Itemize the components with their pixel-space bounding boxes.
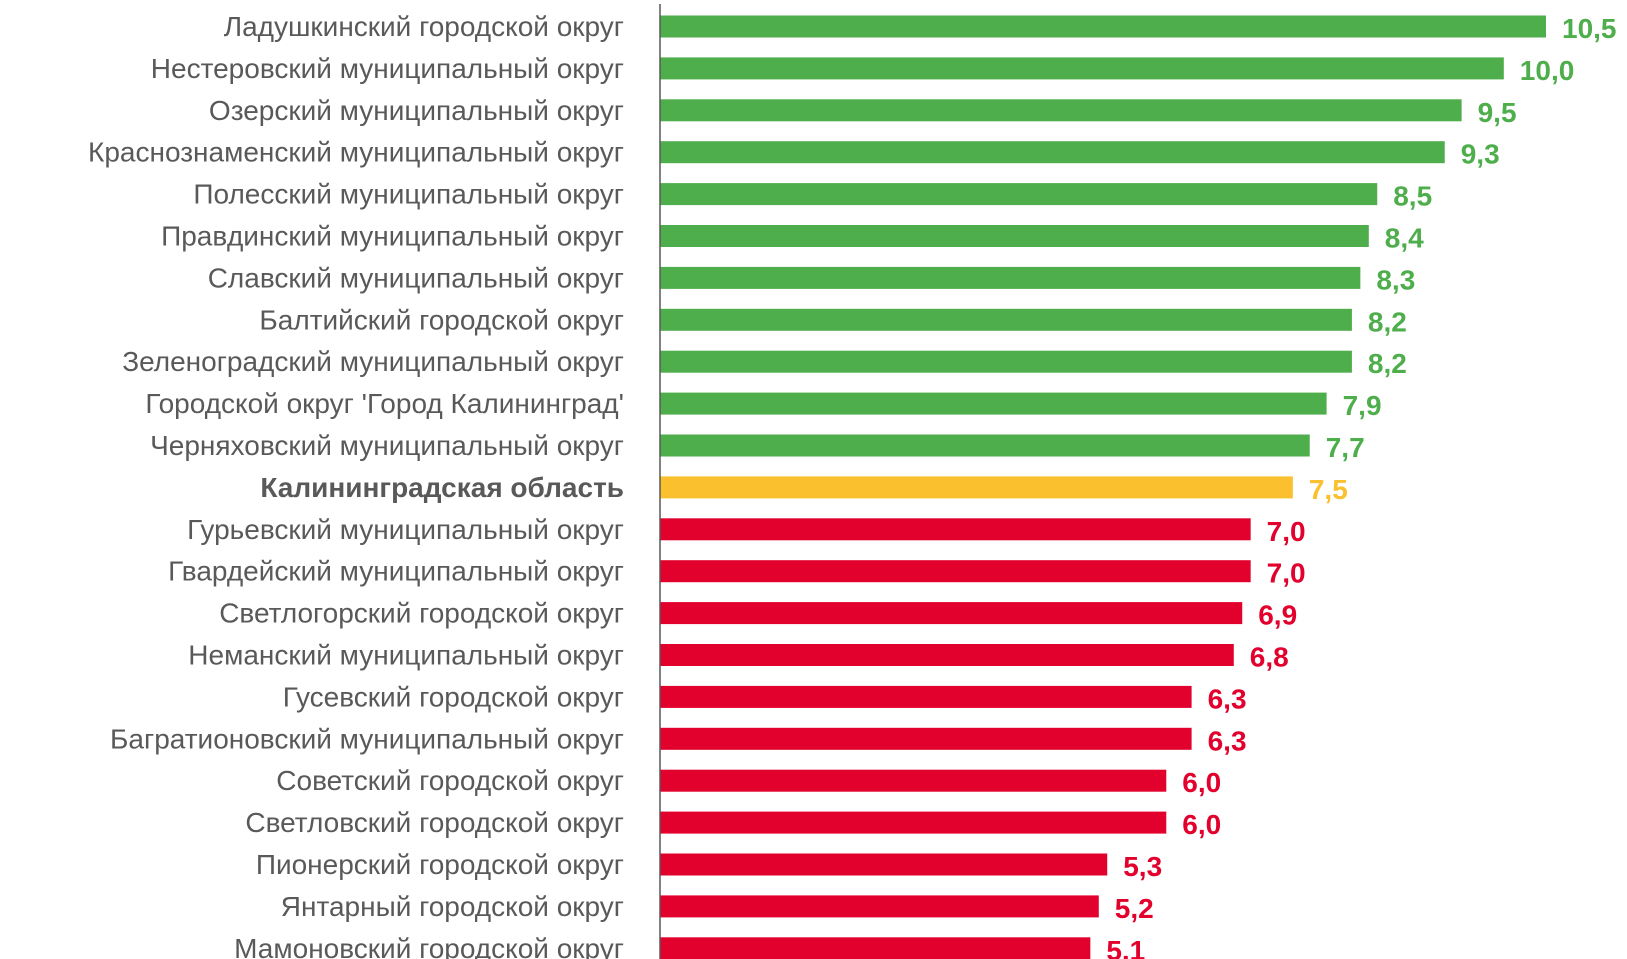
data-label: 9,5 xyxy=(1478,97,1517,128)
category-label: Гвардейский муниципальный округ xyxy=(168,556,624,587)
category-label: Балтийский городской округ xyxy=(259,304,624,335)
data-label: 5,3 xyxy=(1123,851,1162,882)
category-label: Советский городской округ xyxy=(276,765,624,796)
data-label: 10,0 xyxy=(1520,55,1575,86)
category-label: Краснознаменский муниципальный округ xyxy=(88,137,624,168)
data-label: 8,2 xyxy=(1368,348,1407,379)
data-label: 5,2 xyxy=(1115,893,1154,924)
bar xyxy=(660,685,1192,708)
data-label: 6,0 xyxy=(1182,809,1221,840)
data-label: 10,5 xyxy=(1562,13,1617,44)
category-label: Пионерский городской округ xyxy=(256,849,624,880)
category-label: Черняховский муниципальный округ xyxy=(150,430,624,461)
category-label: Нестеровский муниципальный округ xyxy=(151,53,624,84)
data-label: 8,2 xyxy=(1368,306,1407,337)
data-label: 6,3 xyxy=(1208,683,1247,714)
data-label: 7,0 xyxy=(1267,558,1306,589)
bar xyxy=(660,350,1352,373)
bar xyxy=(660,811,1167,834)
data-label: 8,3 xyxy=(1376,264,1415,295)
category-label: Ладушкинский городской округ xyxy=(224,11,624,42)
bar xyxy=(660,769,1167,792)
bar xyxy=(660,560,1251,583)
category-label: Полесский муниципальный округ xyxy=(193,179,624,210)
data-label: 5,1 xyxy=(1106,935,1145,959)
category-label: Мамоновский городской округ xyxy=(234,933,624,959)
bar xyxy=(660,266,1361,289)
bar xyxy=(660,937,1091,959)
data-label: 7,7 xyxy=(1326,432,1365,463)
data-label: 9,3 xyxy=(1461,139,1500,170)
data-label: 7,9 xyxy=(1343,390,1382,421)
data-label: 7,0 xyxy=(1267,516,1306,547)
data-label: 8,4 xyxy=(1385,223,1424,254)
bar xyxy=(660,518,1251,541)
bar xyxy=(660,644,1234,666)
data-label: 7,5 xyxy=(1309,474,1348,505)
bar xyxy=(660,392,1327,415)
value-labels: 10,510,09,59,38,58,48,38,28,27,97,77,57,… xyxy=(1106,13,1616,959)
category-label: Озерский муниципальный округ xyxy=(209,95,624,126)
category-label: Славский муниципальный округ xyxy=(208,262,624,293)
bar xyxy=(660,183,1378,206)
bar xyxy=(660,225,1369,247)
bar xyxy=(660,895,1099,918)
data-label: 8,5 xyxy=(1393,181,1432,212)
bar xyxy=(660,99,1462,122)
category-label: Светловский городской округ xyxy=(245,807,624,838)
bar xyxy=(660,15,1546,38)
category-label: Городской округ 'Город Калининград' xyxy=(145,388,624,419)
category-label: Зеленоградский муниципальный округ xyxy=(122,346,624,377)
bar xyxy=(660,434,1310,457)
bar xyxy=(660,727,1192,750)
category-label: Светлогорский городской округ xyxy=(219,598,624,629)
category-label: Гурьевский муниципальный округ xyxy=(187,514,624,545)
bar xyxy=(660,602,1243,625)
data-label: 6,0 xyxy=(1182,767,1221,798)
category-label: Правдинский муниципальный округ xyxy=(161,221,624,252)
bar xyxy=(660,476,1293,499)
bar xyxy=(660,141,1445,164)
category-labels: Ладушкинский городской округ Нестеровский… xyxy=(88,11,624,959)
data-label: 6,8 xyxy=(1250,642,1289,673)
category-label: Неманский муниципальный округ xyxy=(188,640,624,671)
bar xyxy=(660,853,1108,876)
bars xyxy=(660,15,1546,959)
bar xyxy=(660,57,1504,80)
bar xyxy=(660,308,1352,331)
category-label: Гусевский городской округ xyxy=(283,681,624,712)
category-label: Янтарный городской округ xyxy=(281,891,624,922)
data-label: 6,9 xyxy=(1258,600,1297,631)
category-label: Калининградская область xyxy=(260,472,624,503)
category-label: Багратионовский муниципальный округ xyxy=(110,723,624,754)
data-label: 6,3 xyxy=(1208,725,1247,756)
